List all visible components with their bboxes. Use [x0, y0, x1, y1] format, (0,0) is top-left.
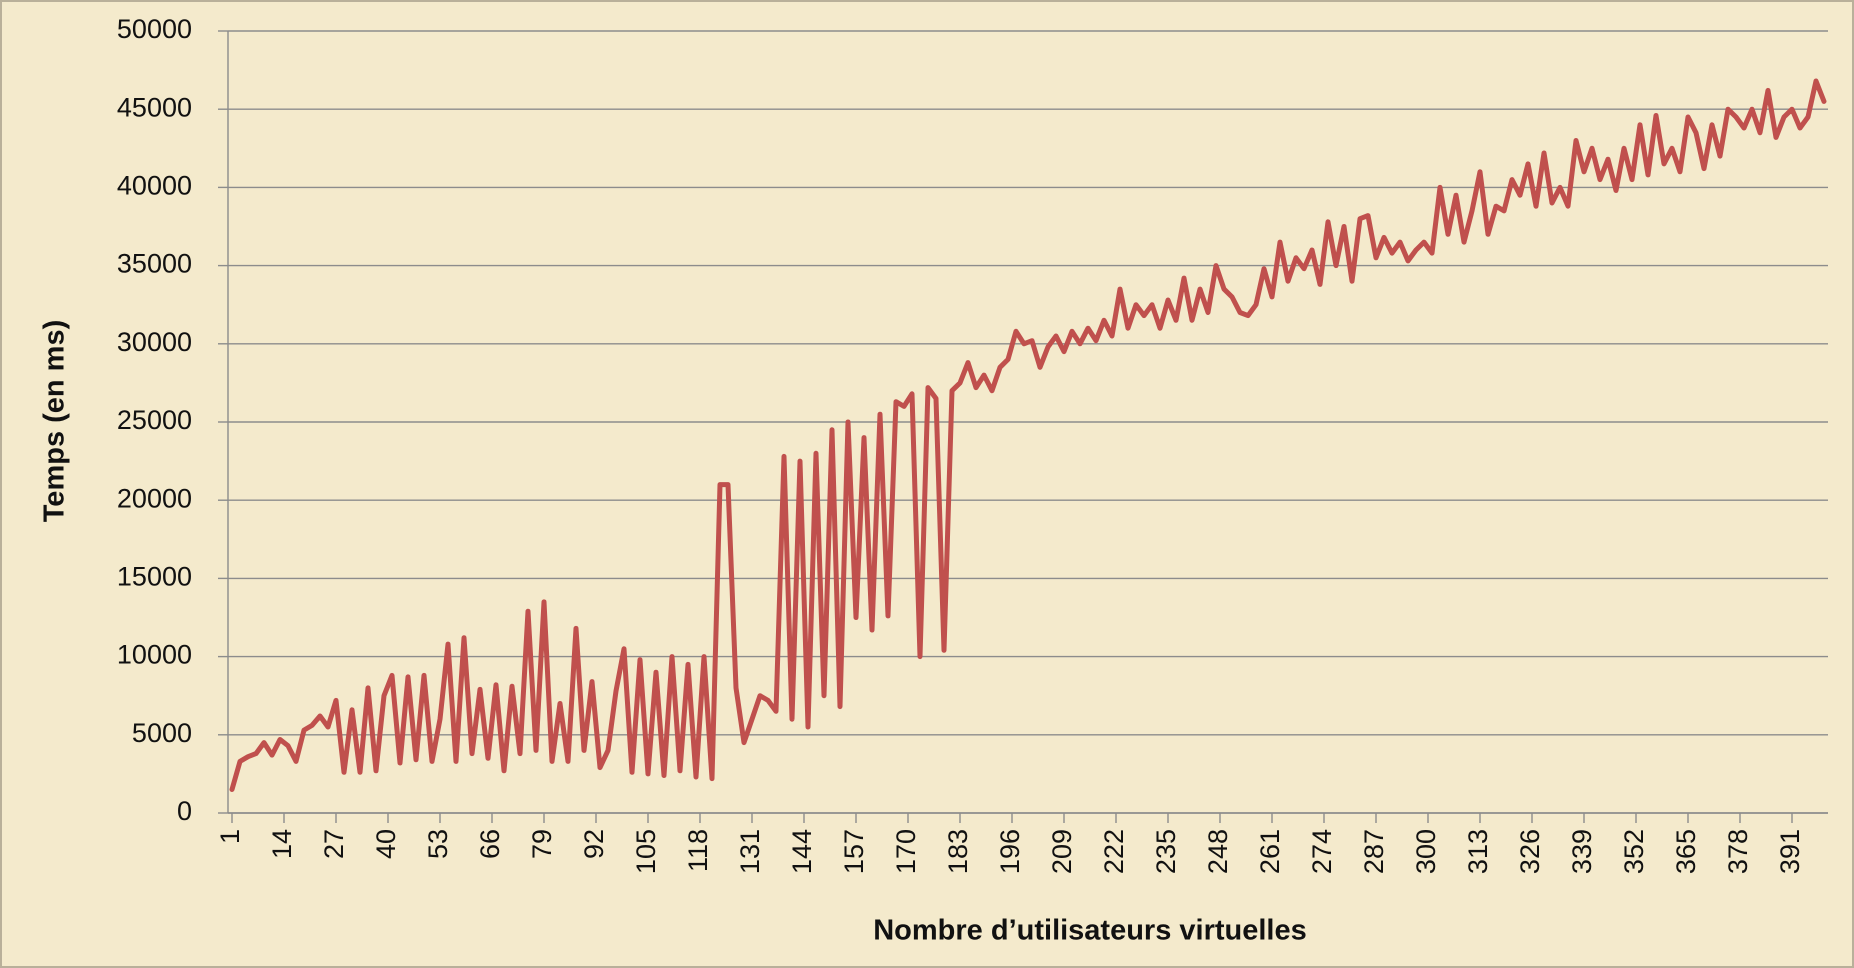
x-tick-label: 209 — [1047, 829, 1077, 874]
x-tick-label: 144 — [787, 829, 817, 874]
x-tick-label: 40 — [371, 829, 401, 859]
y-tick-label: 50000 — [117, 14, 192, 44]
x-tick-label: 170 — [891, 829, 921, 874]
x-tick-label: 274 — [1307, 829, 1337, 874]
y-tick-label: 20000 — [117, 483, 192, 513]
x-axis-title: Nombre d’utilisateurs virtuelles — [873, 915, 1307, 947]
x-tick-label: 118 — [683, 829, 713, 872]
x-tick-label: 378 — [1723, 829, 1753, 874]
x-tick-label: 14 — [267, 829, 297, 859]
y-tick-label: 40000 — [117, 171, 192, 201]
y-tick-label: 35000 — [117, 249, 192, 279]
x-tick-label: 248 — [1203, 829, 1233, 874]
x-tick-label: 365 — [1671, 829, 1701, 874]
x-tick-label: 313 — [1463, 829, 1493, 874]
x-tick-label: 79 — [527, 829, 557, 859]
x-tick-label: 352 — [1619, 829, 1649, 874]
x-tick-label: 196 — [995, 829, 1025, 874]
x-tick-label: 105 — [631, 829, 661, 874]
y-tick-label: 25000 — [117, 405, 192, 435]
x-tick-label: 1 — [215, 829, 245, 844]
x-tick-label: 66 — [475, 829, 505, 859]
y-tick-label: 5000 — [132, 718, 192, 748]
x-tick-label: 261 — [1255, 829, 1285, 874]
x-tick-label: 92 — [579, 829, 609, 859]
x-tick-label: 339 — [1567, 829, 1597, 874]
y-tick-label: 0 — [177, 796, 192, 826]
x-tick-label: 53 — [423, 829, 453, 859]
x-tick-label: 183 — [943, 829, 973, 874]
y-axis-title: Temps (en ms) — [39, 320, 71, 523]
y-tick-label: 15000 — [117, 562, 192, 592]
x-tick-label: 27 — [319, 829, 349, 859]
y-tick-label: 30000 — [117, 327, 192, 357]
x-tick-label: 222 — [1099, 829, 1129, 874]
x-tick-label: 326 — [1515, 829, 1545, 874]
y-tick-label: 45000 — [117, 92, 192, 122]
x-tick-label: 287 — [1359, 829, 1389, 874]
data-line — [229, 78, 1827, 792]
x-tick-label: 157 — [839, 829, 869, 874]
x-tick-label: 300 — [1411, 829, 1441, 874]
x-tick-label: 131 — [735, 829, 765, 874]
x-tick-label: 391 — [1775, 829, 1805, 874]
y-tick-label: 10000 — [117, 640, 192, 670]
x-tick-label: 235 — [1151, 829, 1181, 874]
